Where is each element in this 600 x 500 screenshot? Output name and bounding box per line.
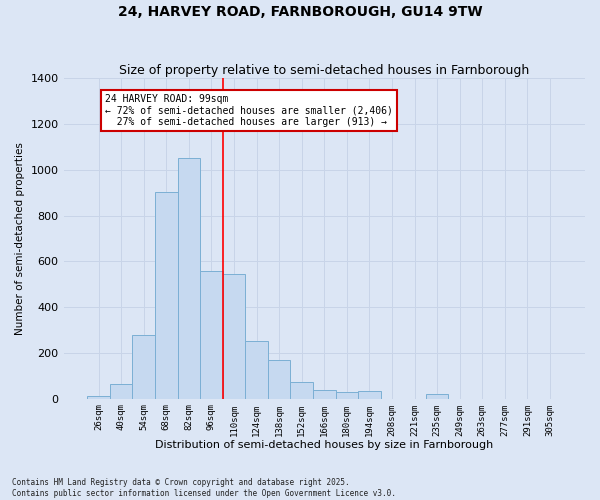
Bar [223,274,245,398]
Bar [426,394,448,398]
Text: 24, HARVEY ROAD, FARNBOROUGH, GU14 9TW: 24, HARVEY ROAD, FARNBOROUGH, GU14 9TW [118,5,482,19]
Bar [178,158,200,398]
Bar [290,382,313,398]
Bar [313,390,335,398]
Y-axis label: Number of semi-detached properties: Number of semi-detached properties [15,142,25,335]
Text: Contains HM Land Registry data © Crown copyright and database right 2025.
Contai: Contains HM Land Registry data © Crown c… [12,478,396,498]
Bar [245,342,268,398]
Bar [133,334,155,398]
Bar [110,384,133,398]
Bar [335,392,358,398]
Title: Size of property relative to semi-detached houses in Farnborough: Size of property relative to semi-detach… [119,64,529,77]
Text: 24 HARVEY ROAD: 99sqm
← 72% of semi-detached houses are smaller (2,406)
  27% of: 24 HARVEY ROAD: 99sqm ← 72% of semi-deta… [106,94,393,128]
Bar [200,270,223,398]
Bar [155,192,178,398]
X-axis label: Distribution of semi-detached houses by size in Farnborough: Distribution of semi-detached houses by … [155,440,493,450]
Bar [87,396,110,398]
Bar [268,360,290,399]
Bar [358,390,381,398]
